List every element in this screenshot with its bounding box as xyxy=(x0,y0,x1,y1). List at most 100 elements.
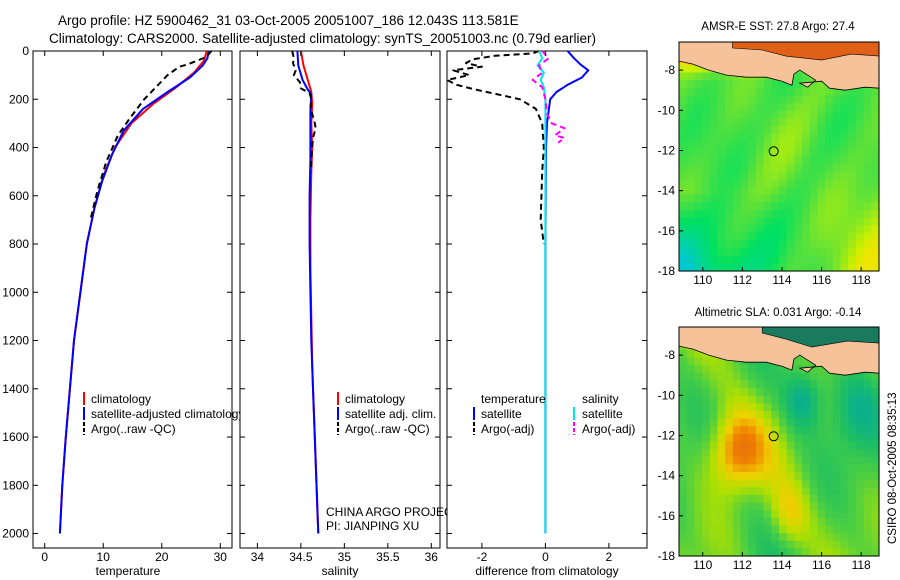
heatmap-cell xyxy=(702,494,711,504)
heatmap-cell xyxy=(794,240,803,249)
heatmap-cell xyxy=(748,479,757,488)
heatmap-cell xyxy=(802,118,811,127)
heatmap-cell xyxy=(840,456,849,465)
heatmap-cell xyxy=(686,248,695,257)
heatmap-cell xyxy=(809,472,819,481)
map-frame xyxy=(678,41,880,272)
heatmap-cell xyxy=(802,548,811,557)
heatmap-cell xyxy=(871,209,880,219)
heatmap-cell xyxy=(725,164,734,173)
heatmap-cell xyxy=(832,217,842,226)
heatmap-cell xyxy=(794,540,803,549)
heatmap-cell xyxy=(825,103,834,112)
heatmap-cell xyxy=(832,110,842,119)
heatmap-cell xyxy=(686,479,695,488)
heatmap-cell xyxy=(825,426,834,435)
heatmap-cell xyxy=(771,410,780,420)
heatmap-cell xyxy=(686,388,695,397)
y-tick-label: 2000 xyxy=(2,527,29,541)
x-tick-label: 0 xyxy=(542,550,549,564)
heatmap-cell xyxy=(740,456,749,465)
heatmap-cell xyxy=(863,263,872,272)
heatmap-cell xyxy=(686,141,695,150)
heatmap-cell xyxy=(679,164,688,173)
heatmap-cell xyxy=(702,263,711,272)
heatmap-cell xyxy=(855,479,865,488)
heatmap-cell xyxy=(840,487,849,496)
heatmap-cell xyxy=(763,202,772,211)
heatmap-cell xyxy=(832,171,842,180)
heatmap-cell xyxy=(748,464,757,473)
heatmap-cell xyxy=(694,133,703,142)
heatmap-cell xyxy=(755,95,765,104)
heatmap-cell xyxy=(779,80,788,89)
heatmap-cell xyxy=(717,179,726,188)
heatmap-cell xyxy=(863,372,872,382)
heatmap-cell xyxy=(802,517,811,527)
heatmap-cell xyxy=(717,418,726,427)
heatmap-cell xyxy=(740,164,749,173)
heatmap-cell xyxy=(802,418,811,427)
heatmap-cell xyxy=(809,187,819,196)
heatmap-cell xyxy=(694,372,703,382)
heatmap-cell xyxy=(709,517,719,527)
heatmap-cell xyxy=(809,479,819,488)
heatmap-cell xyxy=(802,533,811,542)
legend-label-temp-argo: Argo(-adj) xyxy=(481,422,534,436)
heatmap-cell xyxy=(702,388,711,397)
heatmap-cell xyxy=(848,232,857,242)
heatmap-cell xyxy=(855,433,865,443)
y-tick-label: 600 xyxy=(9,189,29,203)
heatmap-cell xyxy=(840,510,849,519)
map-y-tick-label: -14 xyxy=(658,469,676,483)
heatmap-cell xyxy=(709,202,719,211)
heatmap-cell xyxy=(786,148,795,158)
heatmap-cell xyxy=(755,380,765,389)
heatmap-cell xyxy=(686,472,695,481)
heatmap-cell xyxy=(717,365,726,374)
heatmap-cell xyxy=(794,263,803,272)
heatmap-cell xyxy=(686,456,695,465)
heatmap-cell xyxy=(848,464,857,473)
heatmap-cell xyxy=(848,240,857,249)
heatmap-cell xyxy=(686,441,695,450)
heatmap-cell xyxy=(871,525,880,534)
heatmap-cell xyxy=(817,240,826,249)
heatmap-cell xyxy=(855,133,865,142)
heatmap-cell xyxy=(786,133,795,142)
heatmap-cell xyxy=(755,141,765,150)
heatmap-cell xyxy=(755,240,765,249)
heatmap-cell xyxy=(679,118,688,127)
heatmap-cell xyxy=(871,510,880,519)
heatmap-cell xyxy=(855,426,865,435)
heatmap-cell xyxy=(840,533,849,542)
heatmap-cell xyxy=(848,517,857,527)
heatmap-cell xyxy=(732,240,742,249)
heatmap-cell xyxy=(771,148,780,158)
heatmap-cell xyxy=(709,479,719,488)
heatmap-cell xyxy=(825,510,834,519)
heatmap-cell xyxy=(694,449,703,458)
heatmap-cell xyxy=(755,194,765,203)
heatmap-cell xyxy=(794,72,803,81)
heatmap-cell xyxy=(763,449,772,458)
heatmap-cell xyxy=(732,441,742,450)
heatmap-cell xyxy=(817,510,826,519)
heatmap-cell xyxy=(717,125,726,135)
heatmap-cell xyxy=(740,441,749,450)
heatmap-cell xyxy=(786,232,795,242)
heatmap-cell xyxy=(702,472,711,481)
heatmap-cell xyxy=(732,540,742,549)
map-x-tick-label: 110 xyxy=(693,558,712,572)
heatmap-cell xyxy=(679,464,688,473)
heatmap-cell xyxy=(732,426,742,435)
heatmap-cell xyxy=(779,487,788,496)
heatmap-cell xyxy=(679,525,688,534)
heatmap-cell xyxy=(848,95,857,104)
heatmap-cell xyxy=(694,456,703,465)
heatmap-cell xyxy=(863,187,872,196)
heatmap-cell xyxy=(771,248,780,257)
heatmap-cell xyxy=(679,133,688,142)
heatmap-cell xyxy=(755,365,765,374)
heatmap-cell xyxy=(702,426,711,435)
